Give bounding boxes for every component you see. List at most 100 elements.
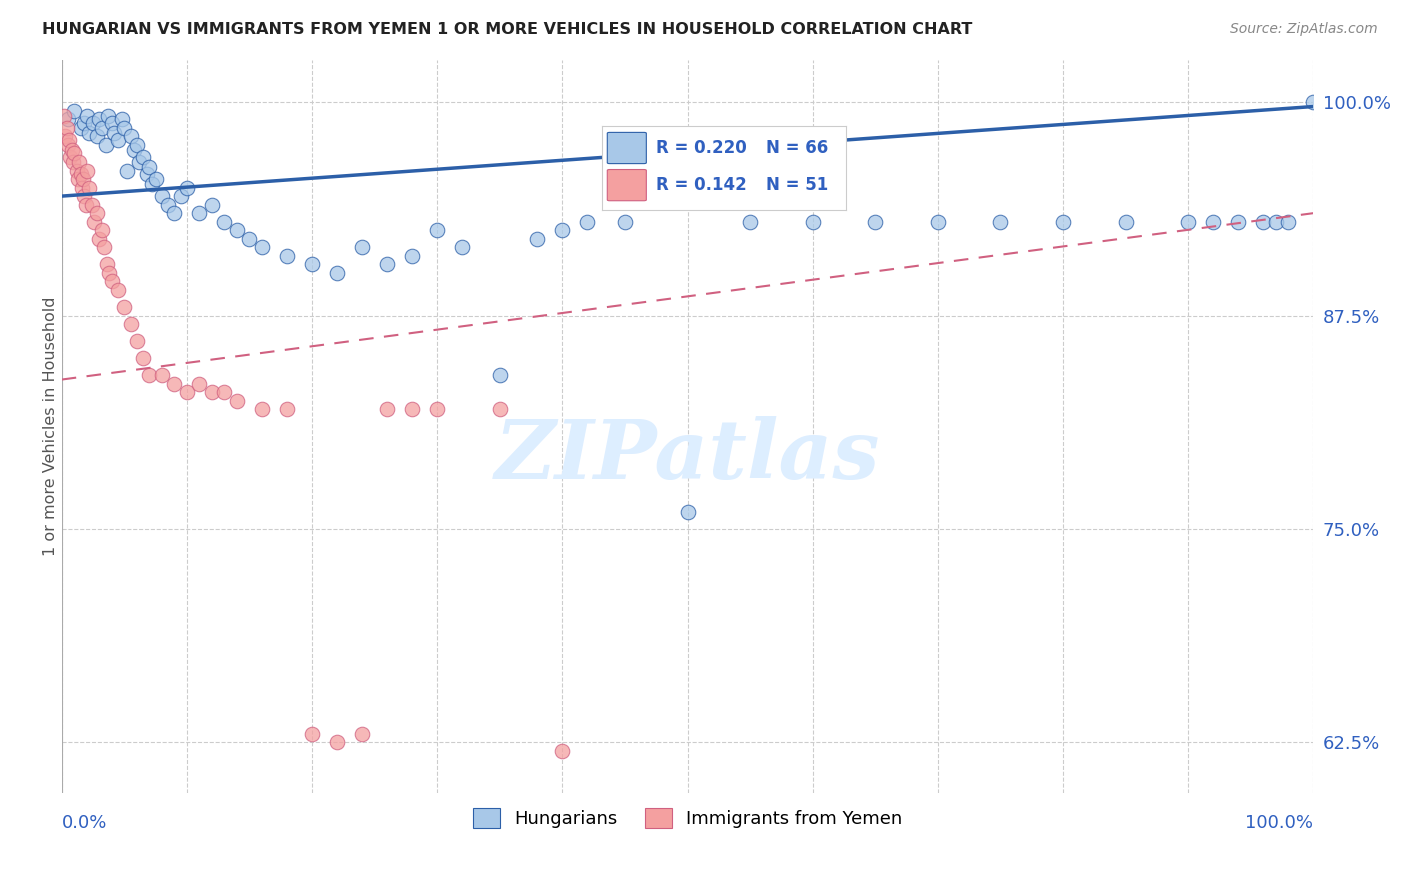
Point <box>276 402 298 417</box>
Point <box>101 275 124 289</box>
Point <box>86 206 108 220</box>
Point <box>76 163 98 178</box>
Point <box>375 402 398 417</box>
Point <box>112 120 135 135</box>
Point <box>107 133 129 147</box>
Point <box>1277 215 1299 229</box>
Point <box>89 232 111 246</box>
Point <box>176 180 198 194</box>
Point <box>176 385 198 400</box>
Point <box>89 112 111 127</box>
Point <box>1177 215 1199 229</box>
Point <box>75 197 97 211</box>
Point <box>801 215 824 229</box>
Point <box>375 257 398 271</box>
Point <box>576 215 599 229</box>
Point <box>676 505 699 519</box>
Point <box>214 215 236 229</box>
Point <box>214 385 236 400</box>
Point <box>250 240 273 254</box>
Point <box>63 146 86 161</box>
Point <box>990 215 1012 229</box>
Point <box>201 385 224 400</box>
Point <box>60 143 83 157</box>
Point <box>125 334 148 348</box>
Point <box>226 223 249 237</box>
Point <box>352 726 374 740</box>
Point <box>77 180 100 194</box>
Point <box>326 735 349 749</box>
Point <box>124 143 146 157</box>
Point <box>132 351 155 366</box>
Point <box>73 116 96 130</box>
Point <box>352 240 374 254</box>
Point <box>63 103 86 118</box>
Point <box>276 249 298 263</box>
Point <box>69 167 91 181</box>
Point <box>62 155 84 169</box>
Text: ZIPatlas: ZIPatlas <box>495 416 880 496</box>
Point <box>488 368 510 383</box>
Point <box>401 249 423 263</box>
Point <box>238 232 260 246</box>
Point <box>188 206 211 220</box>
Point <box>1202 215 1225 229</box>
Point <box>488 402 510 417</box>
Point <box>1115 215 1137 229</box>
Point <box>111 112 134 127</box>
Point <box>1302 95 1324 110</box>
Point <box>145 172 167 186</box>
Point <box>90 223 112 237</box>
Point <box>58 133 80 147</box>
Point <box>112 300 135 314</box>
Point <box>138 160 160 174</box>
Point <box>80 197 103 211</box>
Point <box>77 126 100 140</box>
Point <box>135 167 157 181</box>
Point <box>326 266 349 280</box>
Point <box>138 368 160 383</box>
Point <box>103 126 125 140</box>
Point <box>128 155 150 169</box>
Point <box>157 197 180 211</box>
Point <box>150 189 173 203</box>
Point <box>125 137 148 152</box>
Point <box>83 215 105 229</box>
Point <box>1227 215 1250 229</box>
Point <box>97 109 120 123</box>
Point <box>163 376 186 391</box>
Point <box>101 116 124 130</box>
Point <box>107 283 129 297</box>
Point <box>1052 215 1074 229</box>
Point <box>163 206 186 220</box>
Point <box>56 137 79 152</box>
Y-axis label: 1 or more Vehicles in Household: 1 or more Vehicles in Household <box>44 297 58 557</box>
Point <box>141 177 163 191</box>
Point <box>90 120 112 135</box>
Point <box>551 744 574 758</box>
Point <box>56 112 79 127</box>
Point <box>526 232 548 246</box>
Point <box>76 109 98 123</box>
Point <box>55 129 77 144</box>
Point <box>301 257 323 271</box>
Point <box>401 402 423 417</box>
Point <box>98 266 121 280</box>
Text: HUNGARIAN VS IMMIGRANTS FROM YEMEN 1 OR MORE VEHICLES IN HOUSEHOLD CORRELATION C: HUNGARIAN VS IMMIGRANTS FROM YEMEN 1 OR … <box>42 22 973 37</box>
Point <box>250 402 273 417</box>
Point <box>86 129 108 144</box>
Point <box>82 116 104 130</box>
Point <box>226 393 249 408</box>
Point <box>426 402 449 417</box>
Point <box>96 257 118 271</box>
Point <box>70 180 93 194</box>
Point <box>451 240 474 254</box>
Point <box>67 155 90 169</box>
Point <box>132 150 155 164</box>
Legend: Hungarians, Immigrants from Yemen: Hungarians, Immigrants from Yemen <box>465 800 910 836</box>
Point <box>93 240 115 254</box>
Point <box>301 726 323 740</box>
Point <box>551 223 574 237</box>
Point <box>426 223 449 237</box>
Point <box>73 189 96 203</box>
